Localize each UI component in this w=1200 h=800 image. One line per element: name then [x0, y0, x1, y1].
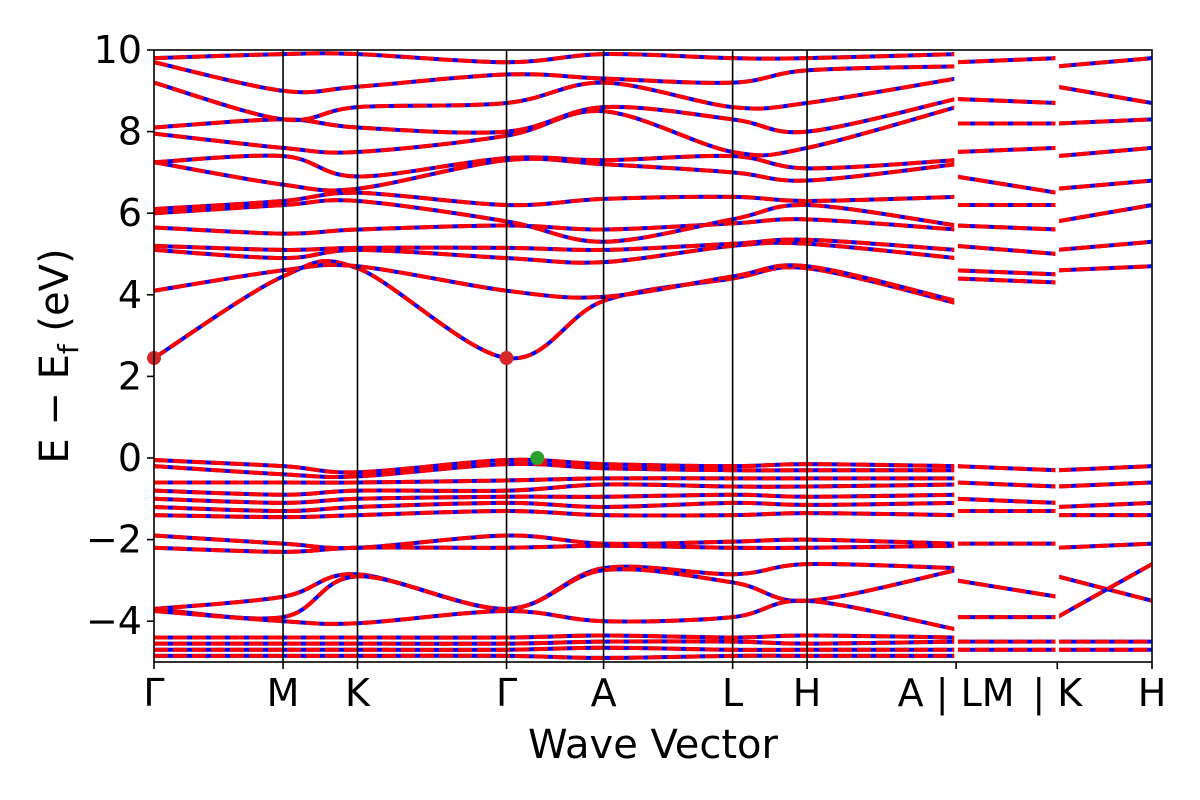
band-line-spin-up [1057, 239, 1152, 252]
band-line-spin-up [956, 480, 1058, 489]
cbm-marker [499, 351, 514, 366]
y-tick-label: 0 [118, 436, 142, 480]
band-line-spin-up [154, 561, 957, 611]
band-line-spin-up [154, 198, 957, 244]
vbm-marker [530, 451, 545, 465]
x-tick-label: Γ [143, 671, 164, 715]
path-break-gap [954, 50, 958, 662]
y-axis-title: E − Ef (eV) [32, 248, 85, 463]
band-line-spin-up [955, 243, 1058, 256]
bands-layer [154, 51, 1152, 660]
band-line-spin-up [955, 174, 1058, 195]
x-tick-label: K [345, 671, 371, 715]
x-tick-label: | K [1032, 671, 1083, 716]
band-line-spin-up [154, 76, 957, 123]
x-tick-label: L [722, 671, 743, 715]
band-line-spin-up [1056, 84, 1152, 106]
band-line-spin-up [956, 145, 1058, 154]
band-line-spin-up [956, 464, 1058, 473]
y-ticks: 10 8 6 4 2 0 −2 −4 [86, 28, 154, 643]
band-line-spin-down [1056, 562, 1152, 619]
band-line-spin-up [154, 258, 957, 361]
band-line-spin-down [154, 156, 957, 193]
x-ticks: Γ M K Γ A L H A | LM | K H [143, 662, 1166, 716]
band-line-spin-up [956, 268, 1058, 277]
band-line-spin-up [956, 223, 1058, 232]
x-tick-label: A [591, 671, 617, 715]
band-line-spin-up [154, 97, 957, 135]
x-tick-label: A | LM [898, 671, 1015, 716]
band-line-spin-up [154, 153, 957, 179]
x-tick-label: M [267, 671, 300, 715]
band-line-spin-up [1057, 264, 1152, 273]
band-line-spin-up [154, 240, 957, 265]
y-axis-title-subscript: f [52, 343, 85, 354]
band-line-spin-up [154, 567, 957, 621]
band-line-spin-up [154, 156, 957, 193]
band-line-spin-up [1056, 203, 1152, 224]
band-line-spin-up [154, 262, 957, 303]
y-tick-label: 2 [118, 354, 142, 398]
band-line-spin-up [956, 276, 1058, 285]
band-line-spin-down [154, 258, 957, 361]
band-line-spin-up [154, 105, 957, 158]
band-line-spin-up [1057, 464, 1152, 473]
band-line-spin-up [956, 496, 1058, 505]
extrema-markers [147, 351, 545, 465]
band-line-spin-up [1057, 178, 1152, 191]
x-axis-title: Wave Vector [528, 722, 779, 768]
y-tick-label: −2 [86, 518, 142, 562]
band-line-spin-up [1057, 500, 1152, 509]
y-tick-label: −4 [86, 599, 142, 643]
band-line-spin-up [1057, 541, 1152, 550]
band-line-spin-up [1057, 56, 1152, 69]
plot-frame [153, 49, 1153, 663]
y-tick-label: 10 [94, 28, 142, 72]
x-tick-label: Γ [496, 671, 517, 715]
band-line-spin-up [1057, 145, 1152, 159]
band-line-spin-up [1057, 117, 1152, 126]
band-line-spin-down [154, 561, 957, 611]
band-line-spin-up [154, 598, 957, 632]
y-axis-title-main: E − E [32, 354, 78, 464]
y-axis-title-unit: (eV) [32, 248, 78, 344]
y-tick-label: 4 [118, 273, 142, 317]
band-line-spin-up [154, 60, 957, 95]
band-line-spin-up [1057, 480, 1152, 489]
y-tick-label: 8 [118, 110, 142, 154]
band-line-spin-up [956, 96, 1058, 106]
band-line-spin-up [956, 56, 1058, 65]
path-break-gap [1055, 50, 1060, 662]
x-tick-label: H [1138, 671, 1167, 715]
x-tick-label: H [793, 671, 822, 715]
band-line-spin-up [955, 578, 1058, 599]
y-tick-label: 6 [118, 191, 142, 235]
